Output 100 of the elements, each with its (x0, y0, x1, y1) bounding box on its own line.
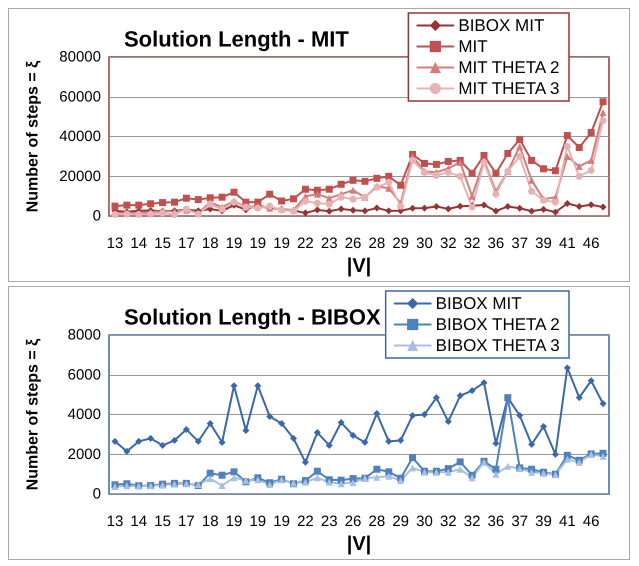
x-tick-label: 13 (106, 235, 124, 252)
point (266, 413, 274, 420)
point (302, 198, 309, 205)
legend-label: BIBOX THETA 3 (436, 336, 560, 355)
x-tick-label: 39 (535, 513, 552, 530)
point (350, 186, 357, 194)
x-tick-label: 29 (392, 513, 410, 530)
point (314, 468, 321, 475)
point (468, 192, 476, 200)
point (588, 129, 595, 136)
point (278, 197, 286, 204)
x-tick-label: 37 (511, 513, 528, 530)
point (278, 420, 286, 427)
point (290, 434, 298, 442)
point (194, 196, 202, 204)
point (230, 468, 238, 476)
point (385, 472, 392, 480)
legend-label: BIBOX MIT (436, 294, 522, 313)
x-tick-label: 18 (202, 235, 219, 252)
x-tick-label: 41 (558, 235, 576, 252)
point (326, 208, 333, 215)
point (456, 392, 464, 400)
point (600, 98, 607, 106)
point (338, 180, 345, 188)
point (444, 468, 452, 476)
point (147, 200, 154, 208)
point (588, 166, 595, 174)
point (218, 438, 226, 446)
x-axis-title: |V| (346, 533, 372, 555)
point (444, 418, 452, 426)
point (420, 160, 428, 167)
point (314, 186, 321, 194)
point (170, 198, 178, 206)
point (600, 400, 607, 408)
point (516, 152, 524, 160)
point (576, 172, 583, 180)
x-tick-label: 18 (202, 513, 219, 530)
point (159, 442, 166, 449)
point (516, 204, 524, 212)
x-tick-label: 30 (416, 235, 433, 252)
point (123, 202, 130, 209)
point (516, 142, 524, 150)
point (456, 458, 464, 466)
point (182, 426, 190, 433)
point (540, 165, 548, 172)
point (468, 387, 476, 394)
y-axis-title: Number of steps = ξ (24, 60, 42, 212)
point (444, 168, 452, 176)
x-tick-label: 13 (106, 513, 124, 530)
point (528, 440, 536, 448)
point (206, 470, 214, 477)
y-tick-label: 20000 (59, 168, 101, 185)
point (361, 178, 368, 185)
point (504, 150, 512, 157)
point (206, 475, 214, 482)
point (350, 475, 357, 482)
point (576, 162, 583, 170)
point (552, 198, 559, 206)
point (432, 394, 440, 402)
y-tick-label: 0 (92, 486, 101, 503)
x-tick-label: 15 (154, 513, 171, 530)
point (135, 202, 142, 209)
point (314, 474, 321, 482)
point (385, 207, 392, 214)
point (361, 207, 368, 214)
point (432, 172, 440, 179)
x-tick-label: 28 (368, 513, 386, 530)
point (326, 478, 333, 486)
point (254, 198, 262, 206)
x-tick-label: 14 (130, 513, 148, 530)
point (218, 194, 226, 201)
point (397, 477, 404, 484)
point (552, 208, 559, 216)
x-tick-label: 19 (249, 235, 266, 252)
point (326, 186, 333, 193)
point (254, 382, 262, 390)
point (492, 466, 500, 473)
point (432, 160, 440, 168)
point (397, 202, 404, 210)
point (420, 204, 428, 212)
point (492, 208, 500, 215)
point (397, 182, 404, 189)
point (159, 199, 166, 206)
point (492, 190, 500, 198)
point (302, 209, 309, 216)
point (385, 184, 392, 192)
point (468, 474, 476, 482)
point (504, 202, 512, 210)
legend-label: BIBOX MIT (458, 16, 544, 35)
legend-label: MIT THETA 3 (458, 79, 560, 98)
point (588, 377, 595, 384)
point (314, 206, 321, 214)
x-tick-label: 30 (416, 513, 433, 530)
point (314, 428, 321, 436)
point (230, 188, 238, 196)
y-tick-label: 6000 (68, 366, 101, 384)
point (385, 438, 392, 445)
point (492, 170, 500, 177)
y-tick-label: 80000 (59, 48, 101, 66)
point (218, 472, 226, 479)
